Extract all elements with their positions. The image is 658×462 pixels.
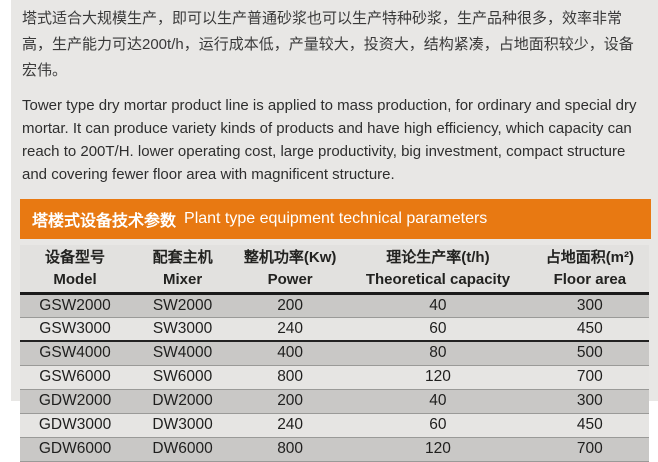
table-row: GSW6000 SW6000 800 120 700 [20,365,649,389]
cell-power: 800 [235,437,345,461]
column-header-floor-area: 占地面积(m²) Floor area [531,245,649,293]
cell-mixer: SW4000 [130,341,235,365]
cell-power: 400 [235,341,345,365]
cell-mixer: SW6000 [130,365,235,389]
cell-floor-area: 500 [531,341,649,365]
column-header-mixer-zh: 配套主机 [130,246,235,269]
intro-paragraph-chinese: 塔式适合大规模生产，即可以生产普通砂浆也可以生产特种砂浆，生产品种很多，效率非常… [22,6,646,84]
cell-power: 240 [235,413,345,437]
table-body: GSW2000 SW2000 200 40 300 GSW3000 SW3000… [20,293,649,461]
table-row: GDW3000 DW3000 240 60 450 [20,413,649,437]
table-header-row: 设备型号 Model 配套主机 Mixer 整机功率(Kw) Power 理论生… [20,245,649,293]
column-header-model: 设备型号 Model [20,245,130,293]
column-header-power-zh: 整机功率(Kw) [235,246,345,269]
column-header-power: 整机功率(Kw) Power [235,245,345,293]
cell-floor-area: 700 [531,365,649,389]
technical-parameters-table: 设备型号 Model 配套主机 Mixer 整机功率(Kw) Power 理论生… [20,245,649,462]
intro-paragraph-english: Tower type dry mortar product line is ap… [22,94,646,186]
cell-floor-area: 450 [531,413,649,437]
cell-model: GDW6000 [20,437,130,461]
cell-power: 200 [235,389,345,413]
section-header-bar: 塔楼式设备技术参数 Plant type equipment technical… [20,199,651,239]
section-title-english: Plant type equipment technical parameter… [184,210,487,228]
column-header-mixer-en: Mixer [130,269,235,291]
column-header-mixer: 配套主机 Mixer [130,245,235,293]
section-title-chinese: 塔楼式设备技术参数 [32,207,176,231]
cell-mixer: DW2000 [130,389,235,413]
cell-capacity: 40 [345,389,531,413]
table-row: GSW3000 SW3000 240 60 450 [20,317,649,341]
cell-model: GDW2000 [20,389,130,413]
column-header-capacity: 理论生产率(t/h) Theoretical capacity [345,245,531,293]
cell-capacity: 60 [345,317,531,341]
cell-mixer: DW3000 [130,413,235,437]
cell-mixer: SW2000 [130,293,235,317]
cell-model: GSW2000 [20,293,130,317]
cell-capacity: 120 [345,437,531,461]
column-header-power-en: Power [235,269,345,291]
cell-capacity: 60 [345,413,531,437]
table-row: GDW2000 DW2000 200 40 300 [20,389,649,413]
column-header-model-zh: 设备型号 [20,246,130,269]
table-row: GDW6000 DW6000 800 120 700 [20,437,649,461]
table-row: GSW4000 SW4000 400 80 500 [20,341,649,365]
cell-power: 240 [235,317,345,341]
column-header-model-en: Model [20,269,130,291]
cell-capacity: 80 [345,341,531,365]
cell-model: GDW3000 [20,413,130,437]
table-header: 设备型号 Model 配套主机 Mixer 整机功率(Kw) Power 理论生… [20,245,649,293]
cell-model: GSW3000 [20,317,130,341]
cell-model: GSW6000 [20,365,130,389]
column-header-capacity-zh: 理论生产率(t/h) [345,246,531,269]
document-page: 塔式适合大规模生产，即可以生产普通砂浆也可以生产特种砂浆，生产品种很多，效率非常… [11,0,658,401]
cell-model: GSW4000 [20,341,130,365]
cell-mixer: DW6000 [130,437,235,461]
cell-capacity: 120 [345,365,531,389]
table-row: GSW2000 SW2000 200 40 300 [20,293,649,317]
cell-capacity: 40 [345,293,531,317]
cell-floor-area: 300 [531,293,649,317]
cell-power: 800 [235,365,345,389]
column-header-floor-area-zh: 占地面积(m²) [531,246,649,269]
cell-floor-area: 300 [531,389,649,413]
cell-mixer: SW3000 [130,317,235,341]
cell-power: 200 [235,293,345,317]
column-header-floor-area-en: Floor area [531,269,649,291]
cell-floor-area: 700 [531,437,649,461]
cell-floor-area: 450 [531,317,649,341]
column-header-capacity-en: Theoretical capacity [345,269,531,291]
